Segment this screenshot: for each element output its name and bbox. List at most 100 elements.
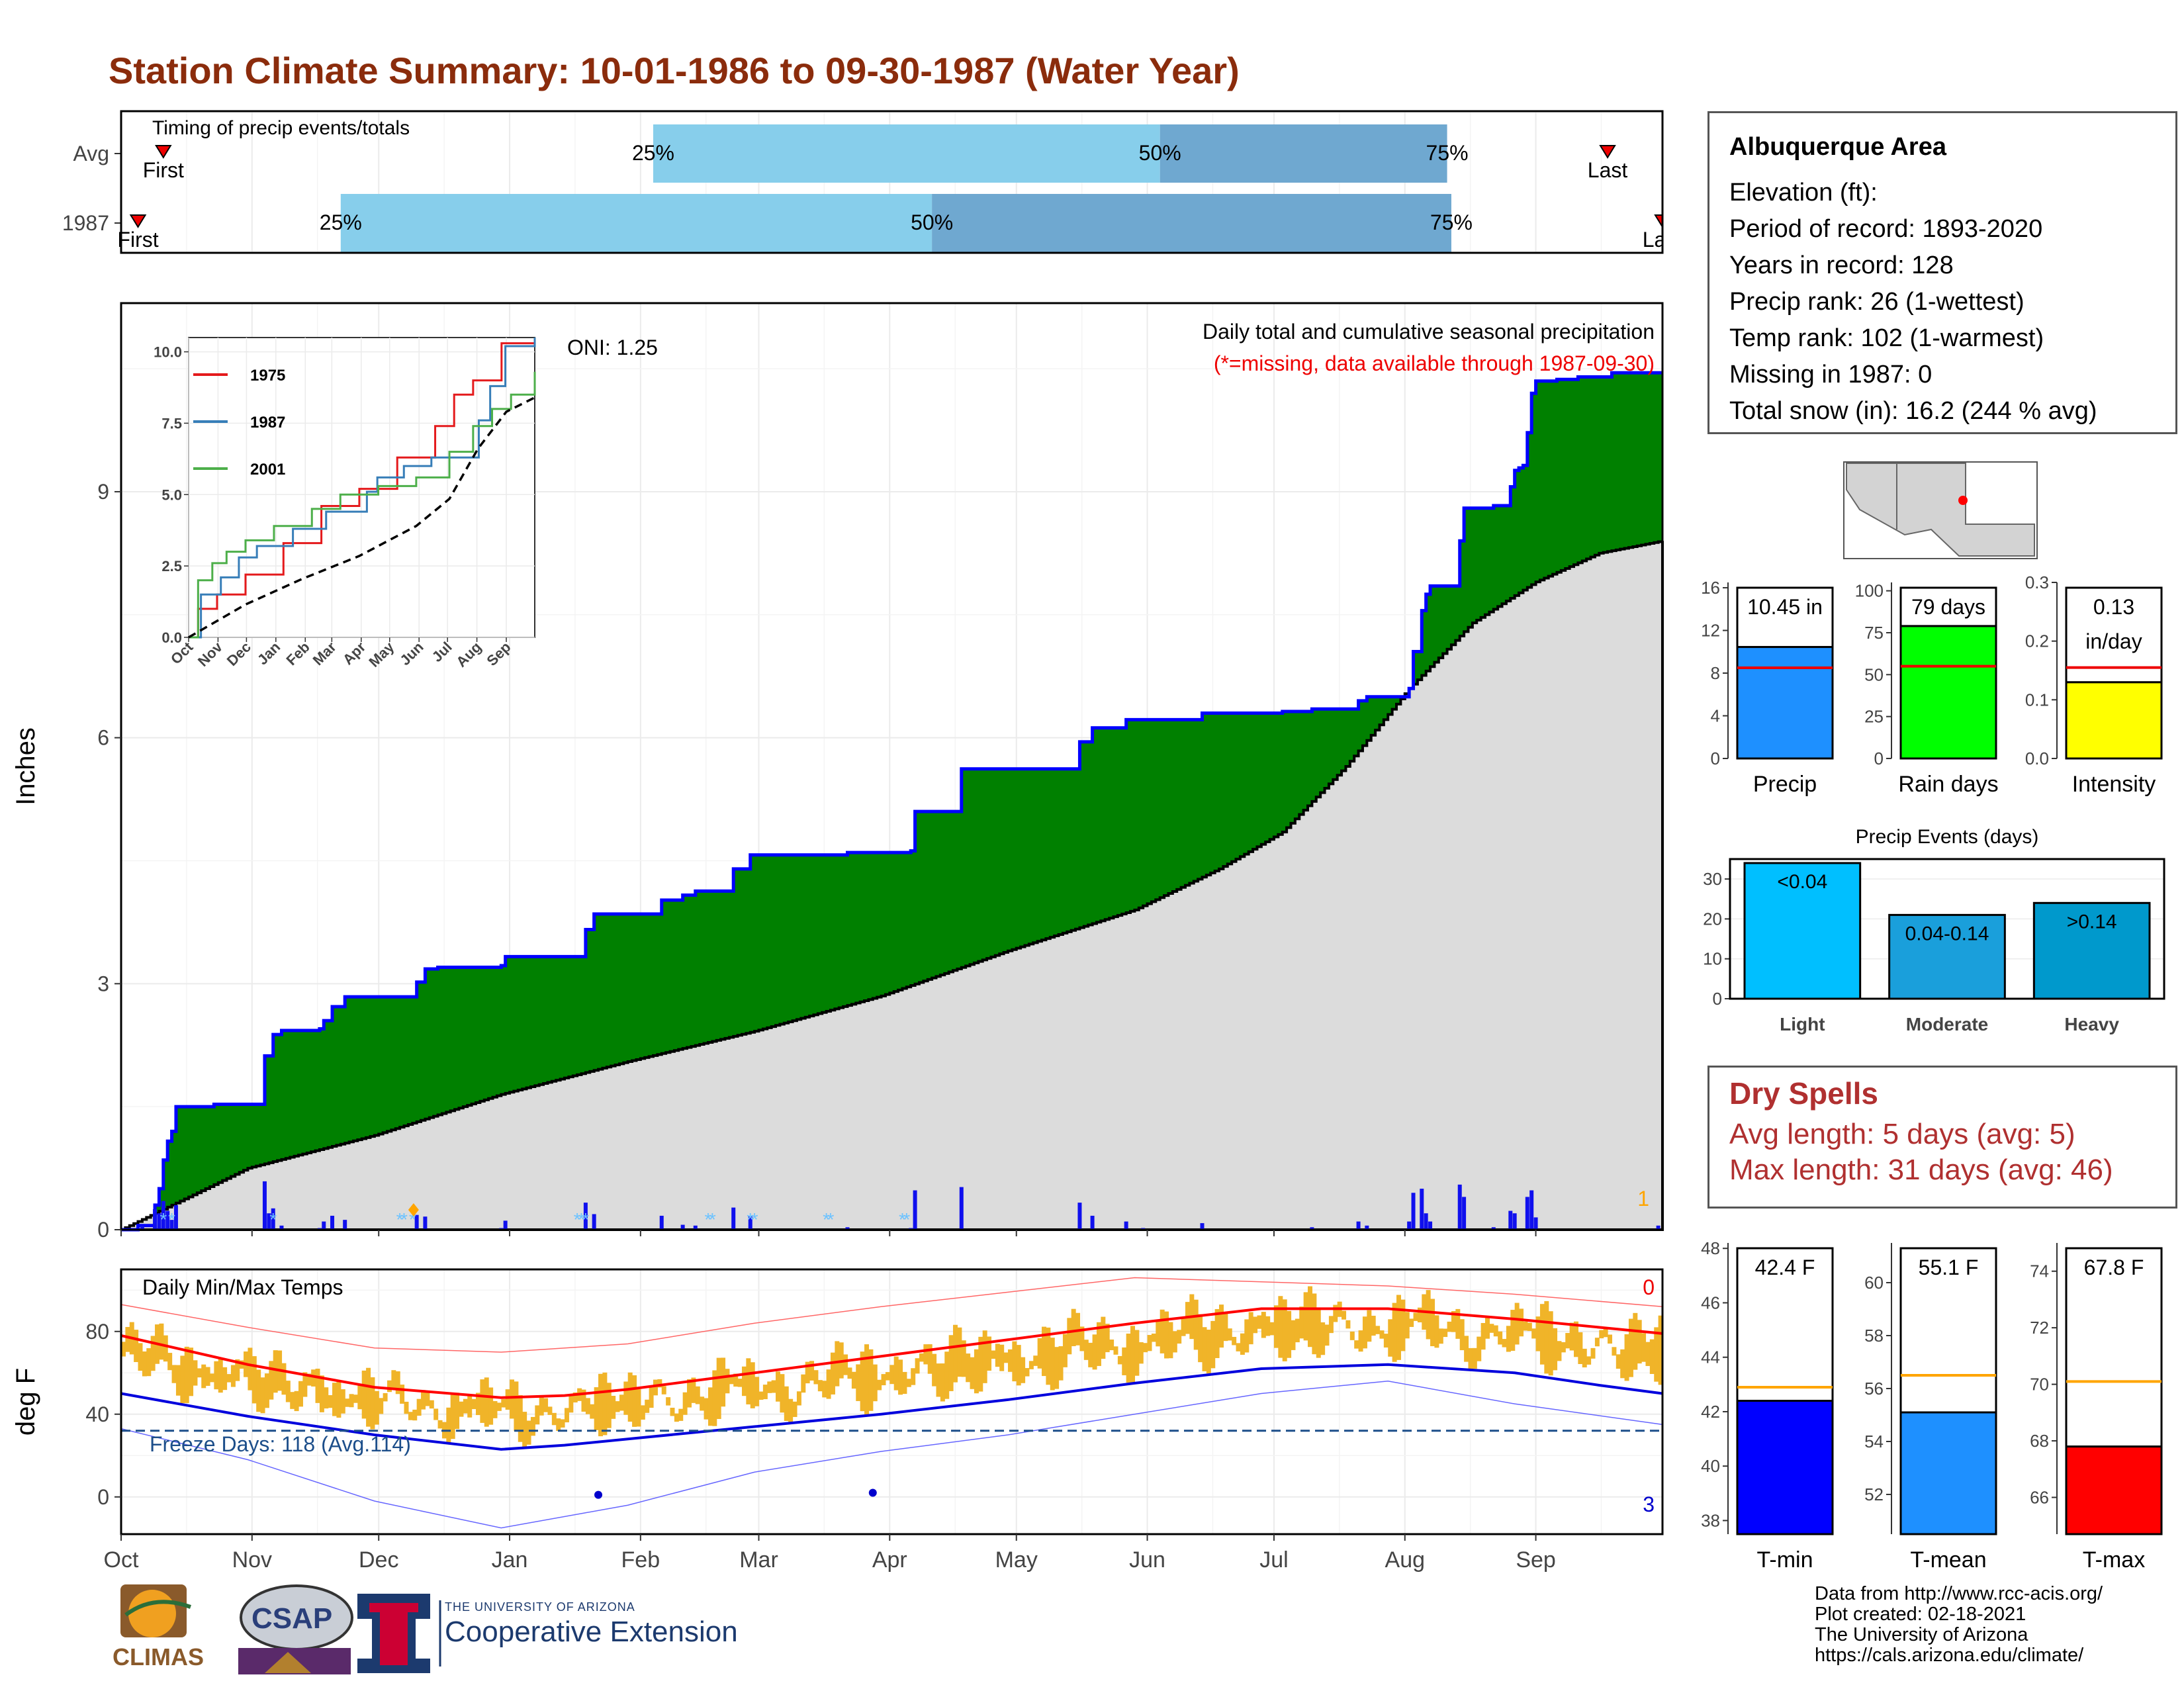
temps-daily-range-bar [1514,1303,1520,1345]
temps-daily-range-bar [771,1380,776,1393]
temps-daily-range-bar [1371,1316,1376,1336]
temps-daily-range-bar [556,1418,561,1432]
timing-marker-label-first-1987: First [117,228,158,251]
summary-t-max-ytick-label-66: 66 [2030,1487,2049,1507]
temps-ytick-label-0: 0 [97,1485,109,1509]
temps-daily-range-bar [1333,1304,1338,1322]
precip-missing-mark-day-168: * [827,1209,835,1230]
temps-daily-range-bar [146,1348,152,1377]
temps-daily-range-bar [543,1398,549,1412]
summary-precip-ytick-label-12: 12 [1701,621,1720,641]
temps-daily-range-bar [1404,1312,1410,1339]
temps-daily-range-bar [961,1340,966,1377]
inset-ytick-label-2.5: 2.5 [161,558,182,574]
month-label-Nov: Nov [232,1547,272,1573]
temps-daily-range-bar [505,1389,510,1410]
summary-rain-days-ytick-label-100: 100 [1855,581,1884,601]
temps-daily-range-bar [395,1371,400,1394]
precip-daily-bar-day-227 [1077,1203,1082,1230]
precip-panel-border [120,302,1664,1231]
map-station-location [1958,496,1968,505]
temps-daily-range-bar [400,1385,405,1404]
temps-daily-range-bar [877,1379,882,1391]
month-label-Sep: Sep [1516,1547,1556,1573]
temps-daily-range-bar [615,1401,620,1412]
temps-daily-range-bar [813,1370,819,1385]
summary-precip-value-label-0: 10.45 in [1747,595,1823,619]
precip-oni-label: ONI: 1.25 [567,336,658,359]
timing-marker-label-last-Avg: Last [1588,158,1628,182]
temps-daily-range-bar [134,1330,139,1363]
temps-daily-range-bar [404,1401,409,1414]
temps-daily-range-bar [1113,1346,1118,1355]
events-bar-label-light: <0.04 [1777,871,1827,893]
summary-t-mean-label-box [1899,1247,1997,1414]
precip-daily-bar-day-35 [267,1213,271,1230]
temps-daily-range-bar [691,1377,696,1403]
temps-daily-range-bar [1003,1352,1009,1363]
logos-graphic: CLIMAS CSAP [113,1584,441,1674]
events-ytick-label-10: 10 [1703,949,1722,969]
temps-daily-range-bar [171,1365,177,1383]
summary-t-min-category-label: T-min [1757,1547,1813,1573]
temps-daily-range-bar [1058,1346,1064,1381]
temps-daily-range-bar [1024,1368,1030,1377]
timing-title: Timing of precip events/totals [152,117,410,139]
events-bar-moderate [1888,913,2006,1000]
temps-record-point-1 [868,1488,877,1497]
temps-daily-range-bar [1400,1299,1406,1351]
temps-daily-range-bar [1628,1318,1633,1377]
temps-daily-range-bar [471,1398,477,1410]
temps-daily-range-bar [1539,1304,1545,1365]
temps-daily-range-bar [336,1380,341,1418]
precip-ytick-label-0: 0 [97,1218,109,1242]
temps-daily-range-bar [125,1326,130,1352]
events-ytick-label-0: 0 [1713,989,1722,1009]
temps-daily-range-bar [302,1372,308,1397]
temps-daily-range-bar [581,1389,586,1412]
events-category-label-light: Light [1780,1014,1825,1034]
month-label-May: May [995,1547,1038,1573]
temps-daily-range-bar [514,1381,519,1432]
temps-daily-range-bar [251,1356,257,1404]
temps-daily-range-bar [611,1396,616,1419]
temps-daily-range-bar [970,1357,975,1389]
temps-daily-range-bar [1101,1316,1106,1359]
temps-daily-range-bar [547,1406,553,1415]
timing-label-Avg-25%: 25% [632,141,674,165]
month-label-Aug: Aug [1385,1547,1426,1573]
temps-daily-range-bar [627,1372,633,1422]
temps-daily-range-bar [332,1383,338,1416]
temps-daily-range-bar [780,1374,785,1413]
month-label-Jan: Jan [492,1547,528,1573]
temps-daily-range-bar [501,1399,506,1408]
temps-daily-range-bar [1214,1308,1220,1358]
precip-missing-mark-day-109: * [578,1209,585,1230]
temps-daily-range-bar [856,1364,861,1401]
timing-label-1987-25%: 25% [320,210,362,234]
temps-daily-range-bar [725,1369,730,1394]
temps-daily-range-bar [1548,1311,1553,1376]
precip-daily-bar-day-34 [262,1181,267,1230]
credits: Data from http://www.rcc-acis.org/ Plot … [1815,1584,2103,1666]
temps-daily-range-bar [822,1381,827,1398]
events-bar-light [1743,862,1862,1000]
temps-daily-range-bar [1037,1338,1042,1369]
temps-daily-range-bar [915,1358,920,1374]
temps-daily-range-bar [1160,1309,1165,1353]
temps-title: Daily Min/Max Temps [142,1275,343,1299]
temps-daily-range-bar [455,1393,460,1430]
timing-label-Avg-50%: 50% [1139,141,1181,165]
precip-missing-mark-day-139: * [704,1209,711,1230]
temps-daily-range-bar [1641,1333,1647,1362]
temps-daily-range-bar [379,1398,384,1414]
temps-daily-range-bar [1156,1320,1161,1347]
temps-daily-range-bar [1489,1324,1494,1333]
temps-daily-range-bar [1553,1328,1558,1371]
temps-daily-range-bar [1295,1318,1300,1343]
inset-legend-label-1975: 1975 [250,367,285,385]
temps-daily-range-bar [919,1353,924,1362]
temps-daily-range-bar [1620,1349,1625,1379]
temps-daily-range-bar [1624,1334,1629,1381]
temps-daily-range-bar [1447,1321,1452,1332]
